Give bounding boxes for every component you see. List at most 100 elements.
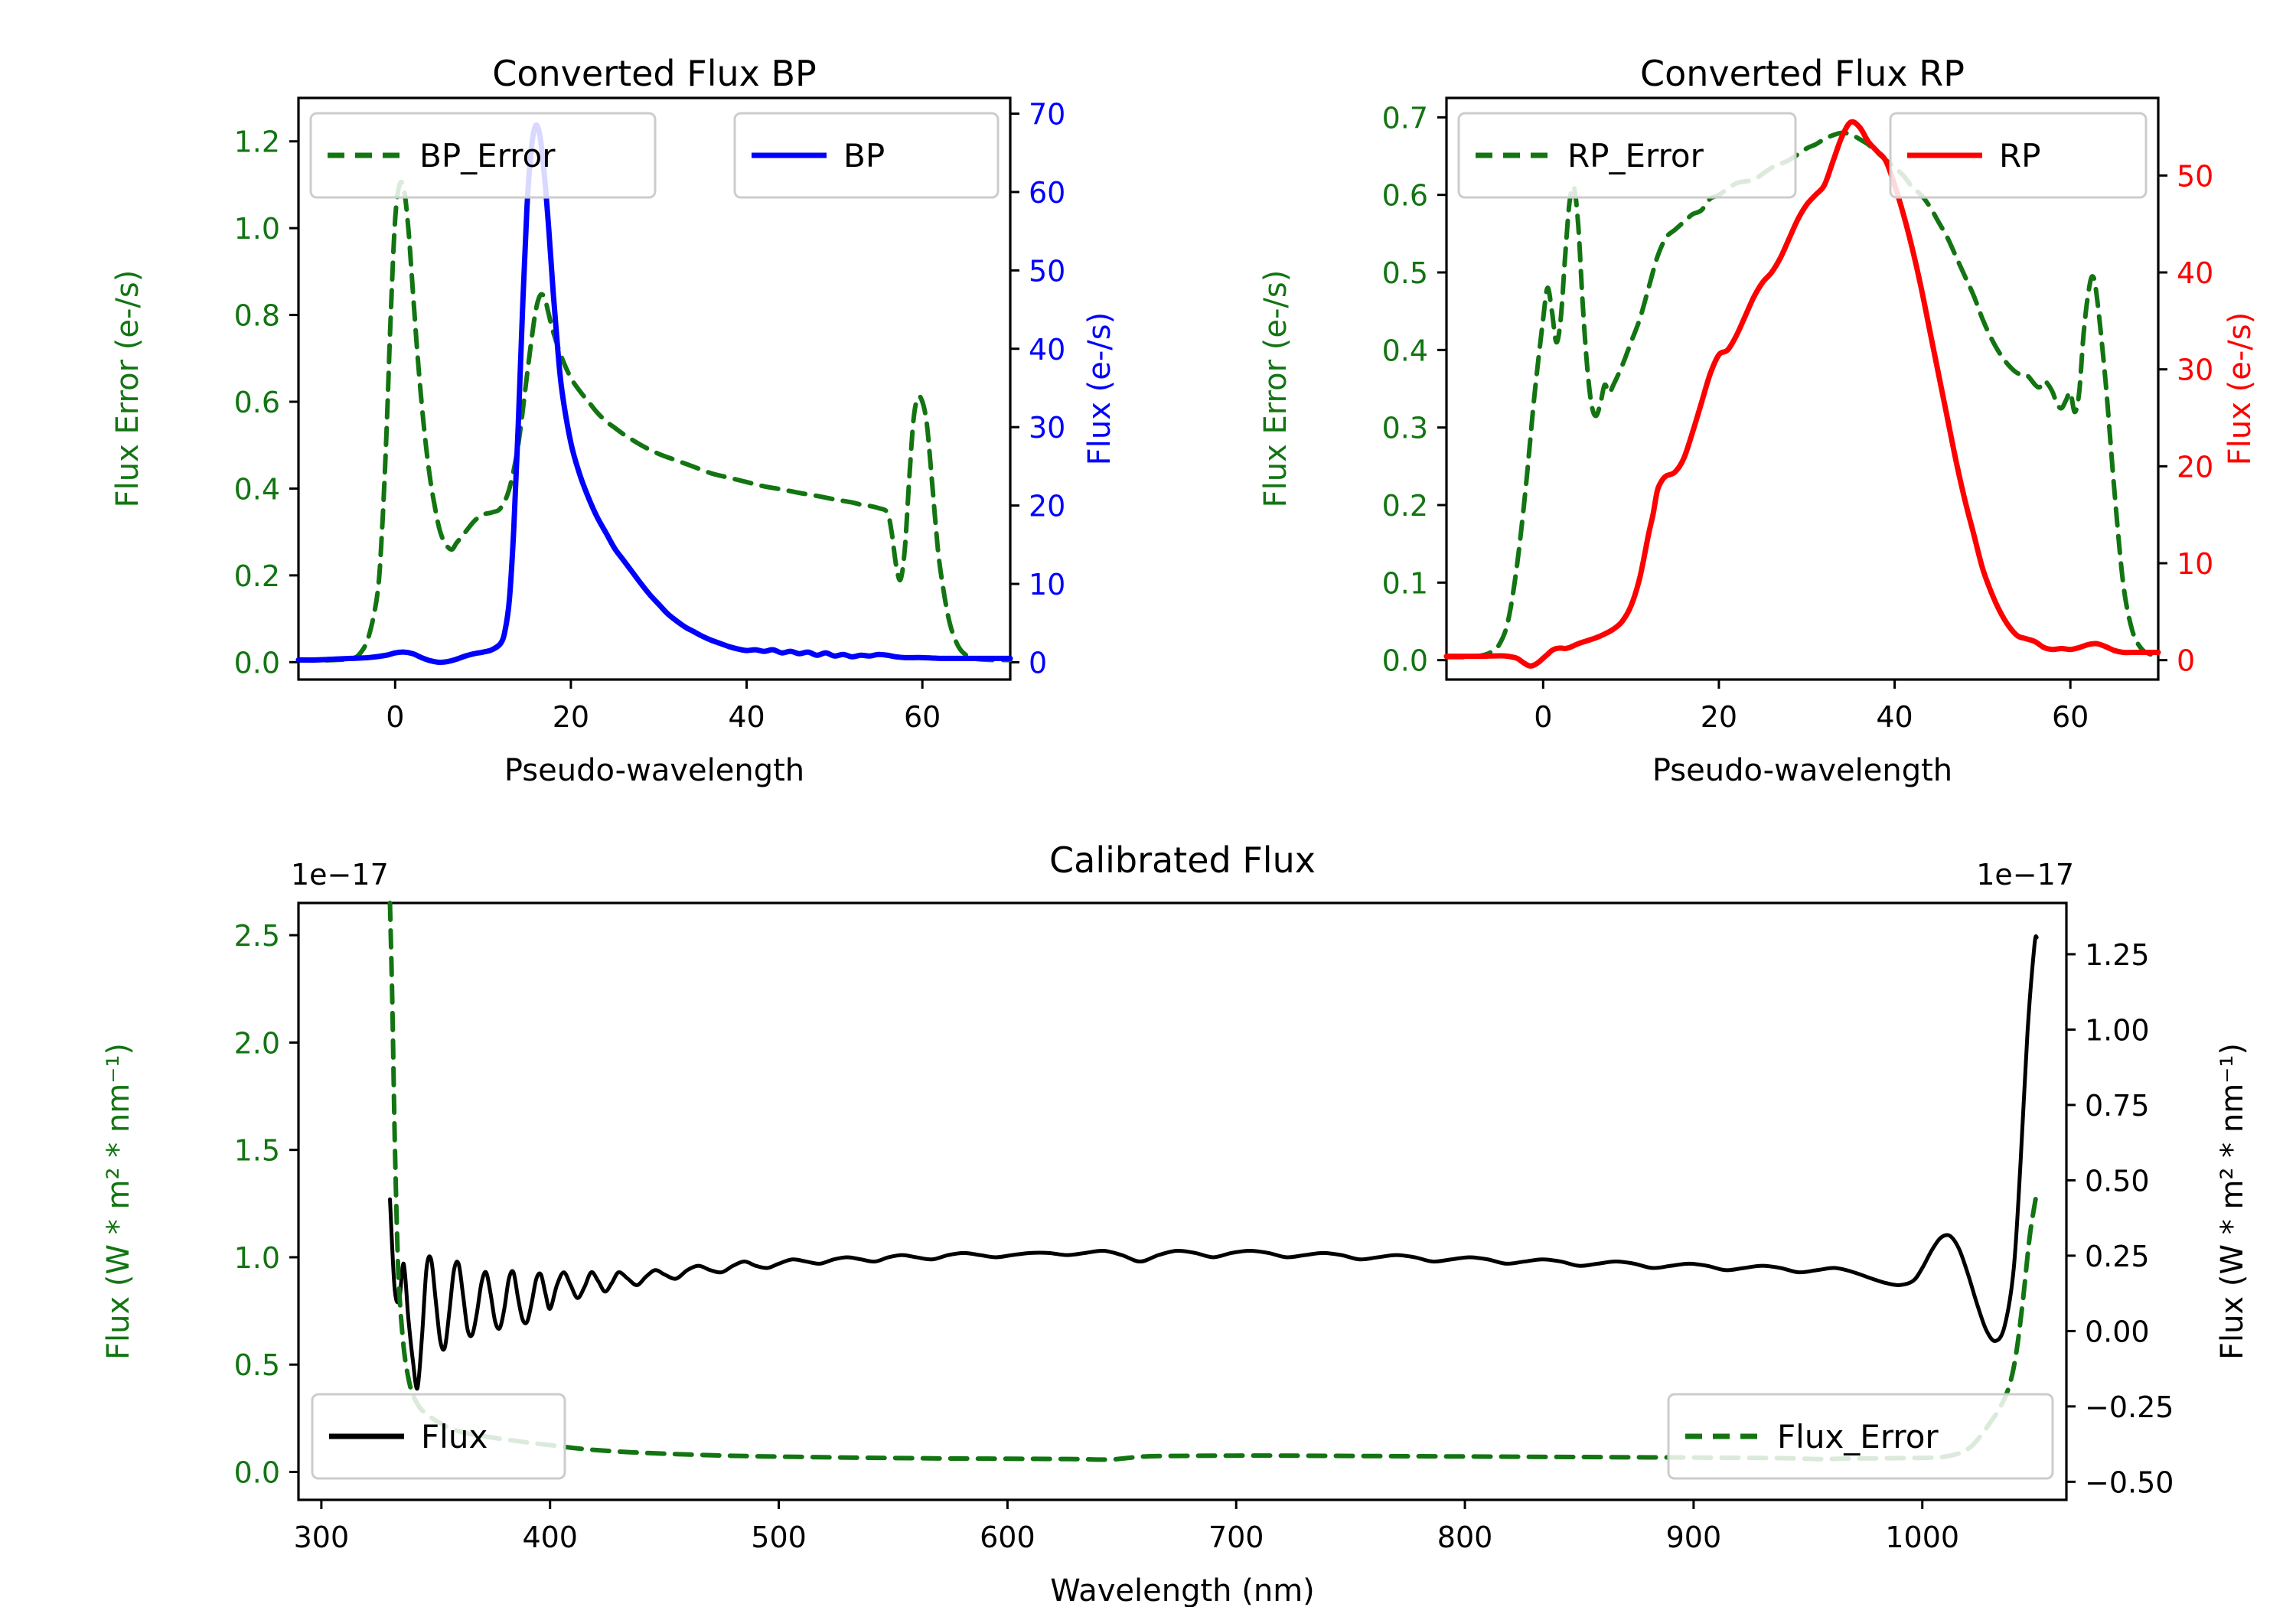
series-rp-error — [1444, 130, 2161, 660]
y-tick-label-right: 0.25 — [2085, 1240, 2150, 1273]
legend-rp-error[interactable]: RP_Error — [1457, 112, 1797, 199]
series-flux — [388, 934, 2039, 1391]
y-tick-label-left: 0.0 — [1382, 644, 1428, 678]
y-tick-label-left: 0.4 — [1382, 334, 1428, 367]
y-tick-label-left: 0.6 — [1382, 179, 1428, 213]
axes-frame — [297, 96, 1012, 681]
y-tick-label-left: 1.0 — [234, 1241, 280, 1275]
x-axis-title: Pseudo-wavelength — [1652, 753, 1952, 788]
chart-converted-flux-bp: Converted Flux BP 0 20 40 60 Pseudo-wavelengt… — [110, 53, 1117, 788]
y-axis-title-right-cal: Flux (W * m² * nm⁻¹) — [2215, 1043, 2250, 1360]
y-tick-label-left: 1.2 — [234, 125, 280, 159]
legend-flux-error-box — [1667, 1393, 2054, 1480]
y-tick-label-left: 0.1 — [1382, 566, 1428, 600]
x-tick-label: 800 — [1437, 1521, 1493, 1554]
x-tick-label: 600 — [980, 1521, 1035, 1554]
y-tick-label-left: 0.5 — [234, 1348, 280, 1382]
y-tick-label-right: 20 — [2177, 450, 2213, 484]
x-tick-label: 20 — [553, 700, 589, 734]
legend-bp-label: BP — [843, 137, 885, 174]
x-tick-label: 900 — [1666, 1521, 1722, 1554]
y-tick-label-right: 40 — [2177, 256, 2213, 290]
panel-converted-flux-bp: Converted Flux BP 0 20 40 60 Pseudo-wavelengt… — [0, 46, 1148, 826]
panel-converted-flux-rp: Converted Flux RP 0 20 40 60 Pseudo-wavelengt… — [1148, 46, 2296, 826]
y-tick-label-right: 10 — [1029, 568, 1065, 601]
chart-title-bp: Converted Flux BP — [492, 53, 817, 94]
x-axis-title: Pseudo-wavelength — [504, 753, 804, 788]
y-tick-label-right: 0.00 — [2085, 1315, 2150, 1348]
y-axis-title-left-cal: Flux (W * m² * nm⁻¹) — [101, 1043, 136, 1360]
y-tick-label-left: 0.7 — [1382, 101, 1428, 135]
y-tick-label-right: 0.50 — [2085, 1164, 2150, 1198]
series-bp — [295, 122, 1013, 666]
y-tick-label-left: 0.2 — [1382, 489, 1428, 523]
panel-calibrated-flux: Calibrated Flux 1e−17 1e−17 300 400 500 600 700… — [0, 826, 2296, 1607]
series-rp — [1443, 119, 2161, 669]
legend-bp-error-box — [309, 112, 657, 199]
y-tick-label-left: 2.0 — [234, 1026, 280, 1060]
x-axis-title: Wavelength (nm) — [1050, 1573, 1315, 1607]
y-axis-title-right-bp: Flux (e-/s) — [1082, 312, 1117, 465]
y-tick-label-left: 1.0 — [234, 212, 280, 246]
x-tick-label: 300 — [294, 1521, 350, 1554]
y-tick-label-right: 20 — [1029, 490, 1065, 523]
y-tick-label-right: 50 — [2177, 159, 2213, 193]
y-tick-label-right: 60 — [1029, 176, 1065, 210]
y-axis-title-left-rp: Flux Error (e-/s) — [1258, 270, 1293, 508]
y-tick-label-left: 1.5 — [234, 1134, 280, 1168]
chart-converted-flux-rp: Converted Flux RP 0 20 40 60 Pseudo-wavelengt… — [1258, 53, 2258, 788]
x-tick-label: 60 — [2052, 700, 2089, 734]
legend-rp[interactable]: RP — [1889, 112, 2148, 199]
y-tick-label-right: 1.25 — [2085, 938, 2150, 972]
offset-text-left: 1e−17 — [291, 858, 389, 892]
x-tick-label: 400 — [522, 1521, 578, 1554]
x-tick-label: 1000 — [1885, 1521, 1959, 1554]
series-bp-error — [296, 179, 1013, 663]
legend-rp-error-box — [1457, 112, 1797, 199]
legend-rp-error-label: RP_Error — [1567, 137, 1704, 174]
legend-bp[interactable]: BP — [733, 112, 1000, 199]
legend-flux-error[interactable]: Flux_Error — [1667, 1393, 2054, 1480]
x-tick-label: 40 — [728, 700, 765, 734]
x-tick-label: 60 — [904, 700, 941, 734]
x-tick-label: 20 — [1701, 700, 1737, 734]
y-tick-label-left: 2.5 — [234, 919, 280, 953]
y-tick-label-right: 1.00 — [2085, 1013, 2150, 1047]
y-tick-label-left: 0.8 — [234, 299, 280, 333]
legend-bp-error-label: BP_Error — [419, 137, 556, 174]
y-tick-label-left: 0.0 — [234, 646, 280, 680]
x-tick-label: 0 — [1534, 700, 1552, 734]
chart-calibrated-flux: Calibrated Flux 1e−17 1e−17 300 400 500 600 700… — [101, 839, 2250, 1607]
x-tick-label: 40 — [1876, 700, 1913, 734]
series-flux-error — [387, 901, 2040, 1462]
y-tick-label-left: 0.2 — [234, 559, 280, 593]
legend-bp-box — [733, 112, 1000, 199]
y-tick-label-right: 10 — [2177, 547, 2213, 581]
chart-title-calibrated: Calibrated Flux — [1049, 839, 1316, 881]
y-tick-label-right: 50 — [1029, 254, 1065, 288]
y-tick-label-right: 30 — [2177, 354, 2213, 387]
legend-bp-error[interactable]: BP_Error — [309, 112, 657, 199]
y-tick-label-left: 0.5 — [1382, 256, 1428, 290]
legend-rp-label: RP — [1999, 137, 2041, 174]
legend-rp-box — [1889, 112, 2148, 199]
axes-frame — [1445, 96, 2160, 681]
x-tick-label: 700 — [1208, 1521, 1264, 1554]
legend-flux-error-label: Flux_Error — [1777, 1418, 1939, 1455]
y-tick-label-right: −0.25 — [2085, 1390, 2174, 1424]
chart-title-rp: Converted Flux RP — [1640, 53, 1965, 94]
y-tick-label-right: 0 — [2177, 644, 2195, 678]
axes-frame — [297, 901, 2068, 1501]
y-tick-label-left: 0.0 — [234, 1456, 280, 1490]
y-tick-label-left: 0.4 — [234, 472, 280, 506]
x-tick-label: 0 — [386, 700, 404, 734]
y-axis-title-left-bp: Flux Error (e-/s) — [110, 270, 145, 508]
legend-flux[interactable]: Flux — [311, 1393, 566, 1480]
y-tick-label-right: 70 — [1029, 97, 1065, 131]
legend-flux-box — [311, 1393, 566, 1480]
y-axis-title-right-rp: Flux (e-/s) — [2223, 312, 2258, 465]
y-tick-label-right: 40 — [1029, 333, 1065, 367]
y-tick-label-right: −0.50 — [2085, 1465, 2174, 1499]
y-tick-label-right: 0.75 — [2085, 1089, 2150, 1123]
